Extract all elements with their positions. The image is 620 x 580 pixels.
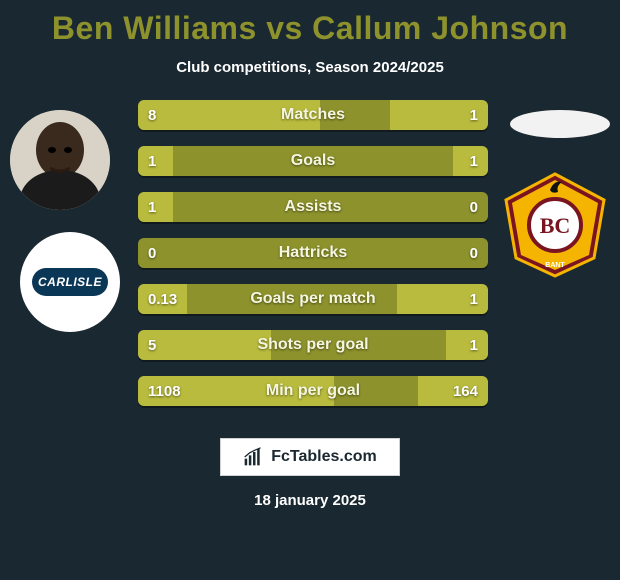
stat-value-left: 5 — [138, 330, 166, 360]
brand-box: FcTables.com — [220, 438, 400, 476]
club-left-badge: CARLISLE — [20, 232, 120, 332]
stat-row: 51Shots per goal — [138, 330, 488, 360]
stat-value-left: 0 — [138, 238, 166, 268]
avatar-left-svg — [10, 110, 110, 210]
stat-row: 1 1Goals — [138, 146, 488, 176]
player-right-avatar — [510, 110, 610, 138]
stat-row: 1 0Assists — [138, 192, 488, 222]
brand-text: FcTables.com — [271, 448, 377, 466]
stat-value-left: 8 — [138, 100, 166, 130]
stat-value-right: 1 — [460, 284, 488, 314]
stat-value-right: 0 — [460, 192, 488, 222]
footer: FcTables.com 18 january 2025 — [0, 438, 620, 509]
page-title: Ben Williams vs Callum Johnson — [0, 0, 620, 47]
stat-row: 81Matches — [138, 100, 488, 130]
stat-value-left: 1 — [138, 192, 166, 222]
club-right-badge: BC BANT — [500, 170, 610, 280]
stat-value-right: 1 — [460, 100, 488, 130]
club-right-svg: BC BANT — [500, 170, 610, 280]
comparison-stage: CARLISLE BC BANT 81Matches11Goals10Assis… — [10, 100, 610, 420]
stat-value-right: 1 — [460, 330, 488, 360]
svg-text:BANT: BANT — [545, 262, 565, 269]
stat-label: Assists — [138, 192, 488, 222]
stat-value-right: 0 — [460, 238, 488, 268]
subtitle: Club competitions, Season 2024/2025 — [0, 59, 620, 76]
stat-value-right: 1 — [460, 146, 488, 176]
stat-value-left: 0.13 — [138, 284, 187, 314]
footer-date: 18 january 2025 — [0, 492, 620, 509]
stat-row: 0 0Hattricks — [138, 238, 488, 268]
chart-icon — [243, 447, 263, 467]
stat-row: 0.131Goals per match — [138, 284, 488, 314]
stat-value-left: 1 — [138, 146, 166, 176]
stat-label: Hattricks — [138, 238, 488, 268]
stat-label: Goals — [138, 146, 488, 176]
stat-value-right: 164 — [443, 376, 488, 406]
club-left-label: CARLISLE — [32, 268, 108, 296]
stat-row: 1108164Min per goal — [138, 376, 488, 406]
player-left-avatar — [10, 110, 110, 210]
stat-value-left: 1108 — [138, 376, 191, 406]
stat-bars: 81Matches11Goals10Assists00Hattricks0.13… — [138, 100, 488, 422]
svg-text:BC: BC — [540, 213, 571, 238]
